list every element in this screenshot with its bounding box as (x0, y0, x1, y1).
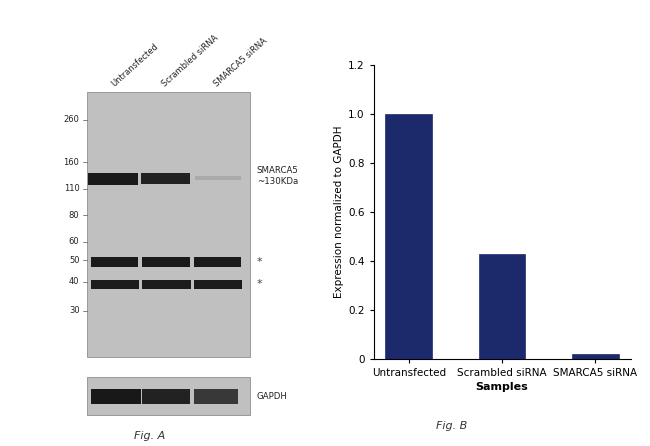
Bar (91, 257, 138, 267)
Text: 160: 160 (64, 158, 79, 167)
Text: GAPDH: GAPDH (257, 392, 287, 401)
Bar (142, 389, 190, 404)
Bar (88, 173, 138, 185)
Text: SMARCA5
~130KDa: SMARCA5 ~130KDa (257, 166, 298, 186)
Text: *: * (257, 256, 263, 267)
Text: 60: 60 (69, 237, 79, 246)
Text: 30: 30 (69, 306, 79, 315)
Bar (86, 92, 250, 357)
Text: Scrambled siRNA: Scrambled siRNA (161, 33, 220, 88)
Bar (572, 354, 619, 359)
Bar (142, 257, 190, 267)
Bar (194, 389, 238, 404)
Text: 80: 80 (69, 211, 79, 220)
Bar (91, 280, 140, 289)
Text: Fig. A: Fig. A (134, 431, 165, 441)
Text: *: * (257, 279, 263, 289)
Bar (142, 173, 190, 184)
X-axis label: Samples: Samples (476, 382, 528, 392)
Bar (91, 389, 141, 404)
Text: SMARCA5 siRNA: SMARCA5 siRNA (212, 36, 268, 88)
Bar (385, 114, 432, 359)
Bar (86, 377, 250, 415)
Bar (194, 257, 241, 267)
Text: 260: 260 (64, 116, 79, 124)
Bar (194, 280, 242, 289)
Text: Fig. B: Fig. B (436, 421, 467, 431)
Bar (142, 280, 191, 289)
Y-axis label: Expression normalized to GAPDH: Expression normalized to GAPDH (334, 126, 344, 298)
Text: 40: 40 (69, 277, 79, 286)
Bar (479, 253, 525, 359)
Text: 50: 50 (69, 256, 79, 265)
Text: Untransfected: Untransfected (109, 41, 160, 88)
Text: 110: 110 (64, 184, 79, 193)
Bar (195, 176, 241, 180)
